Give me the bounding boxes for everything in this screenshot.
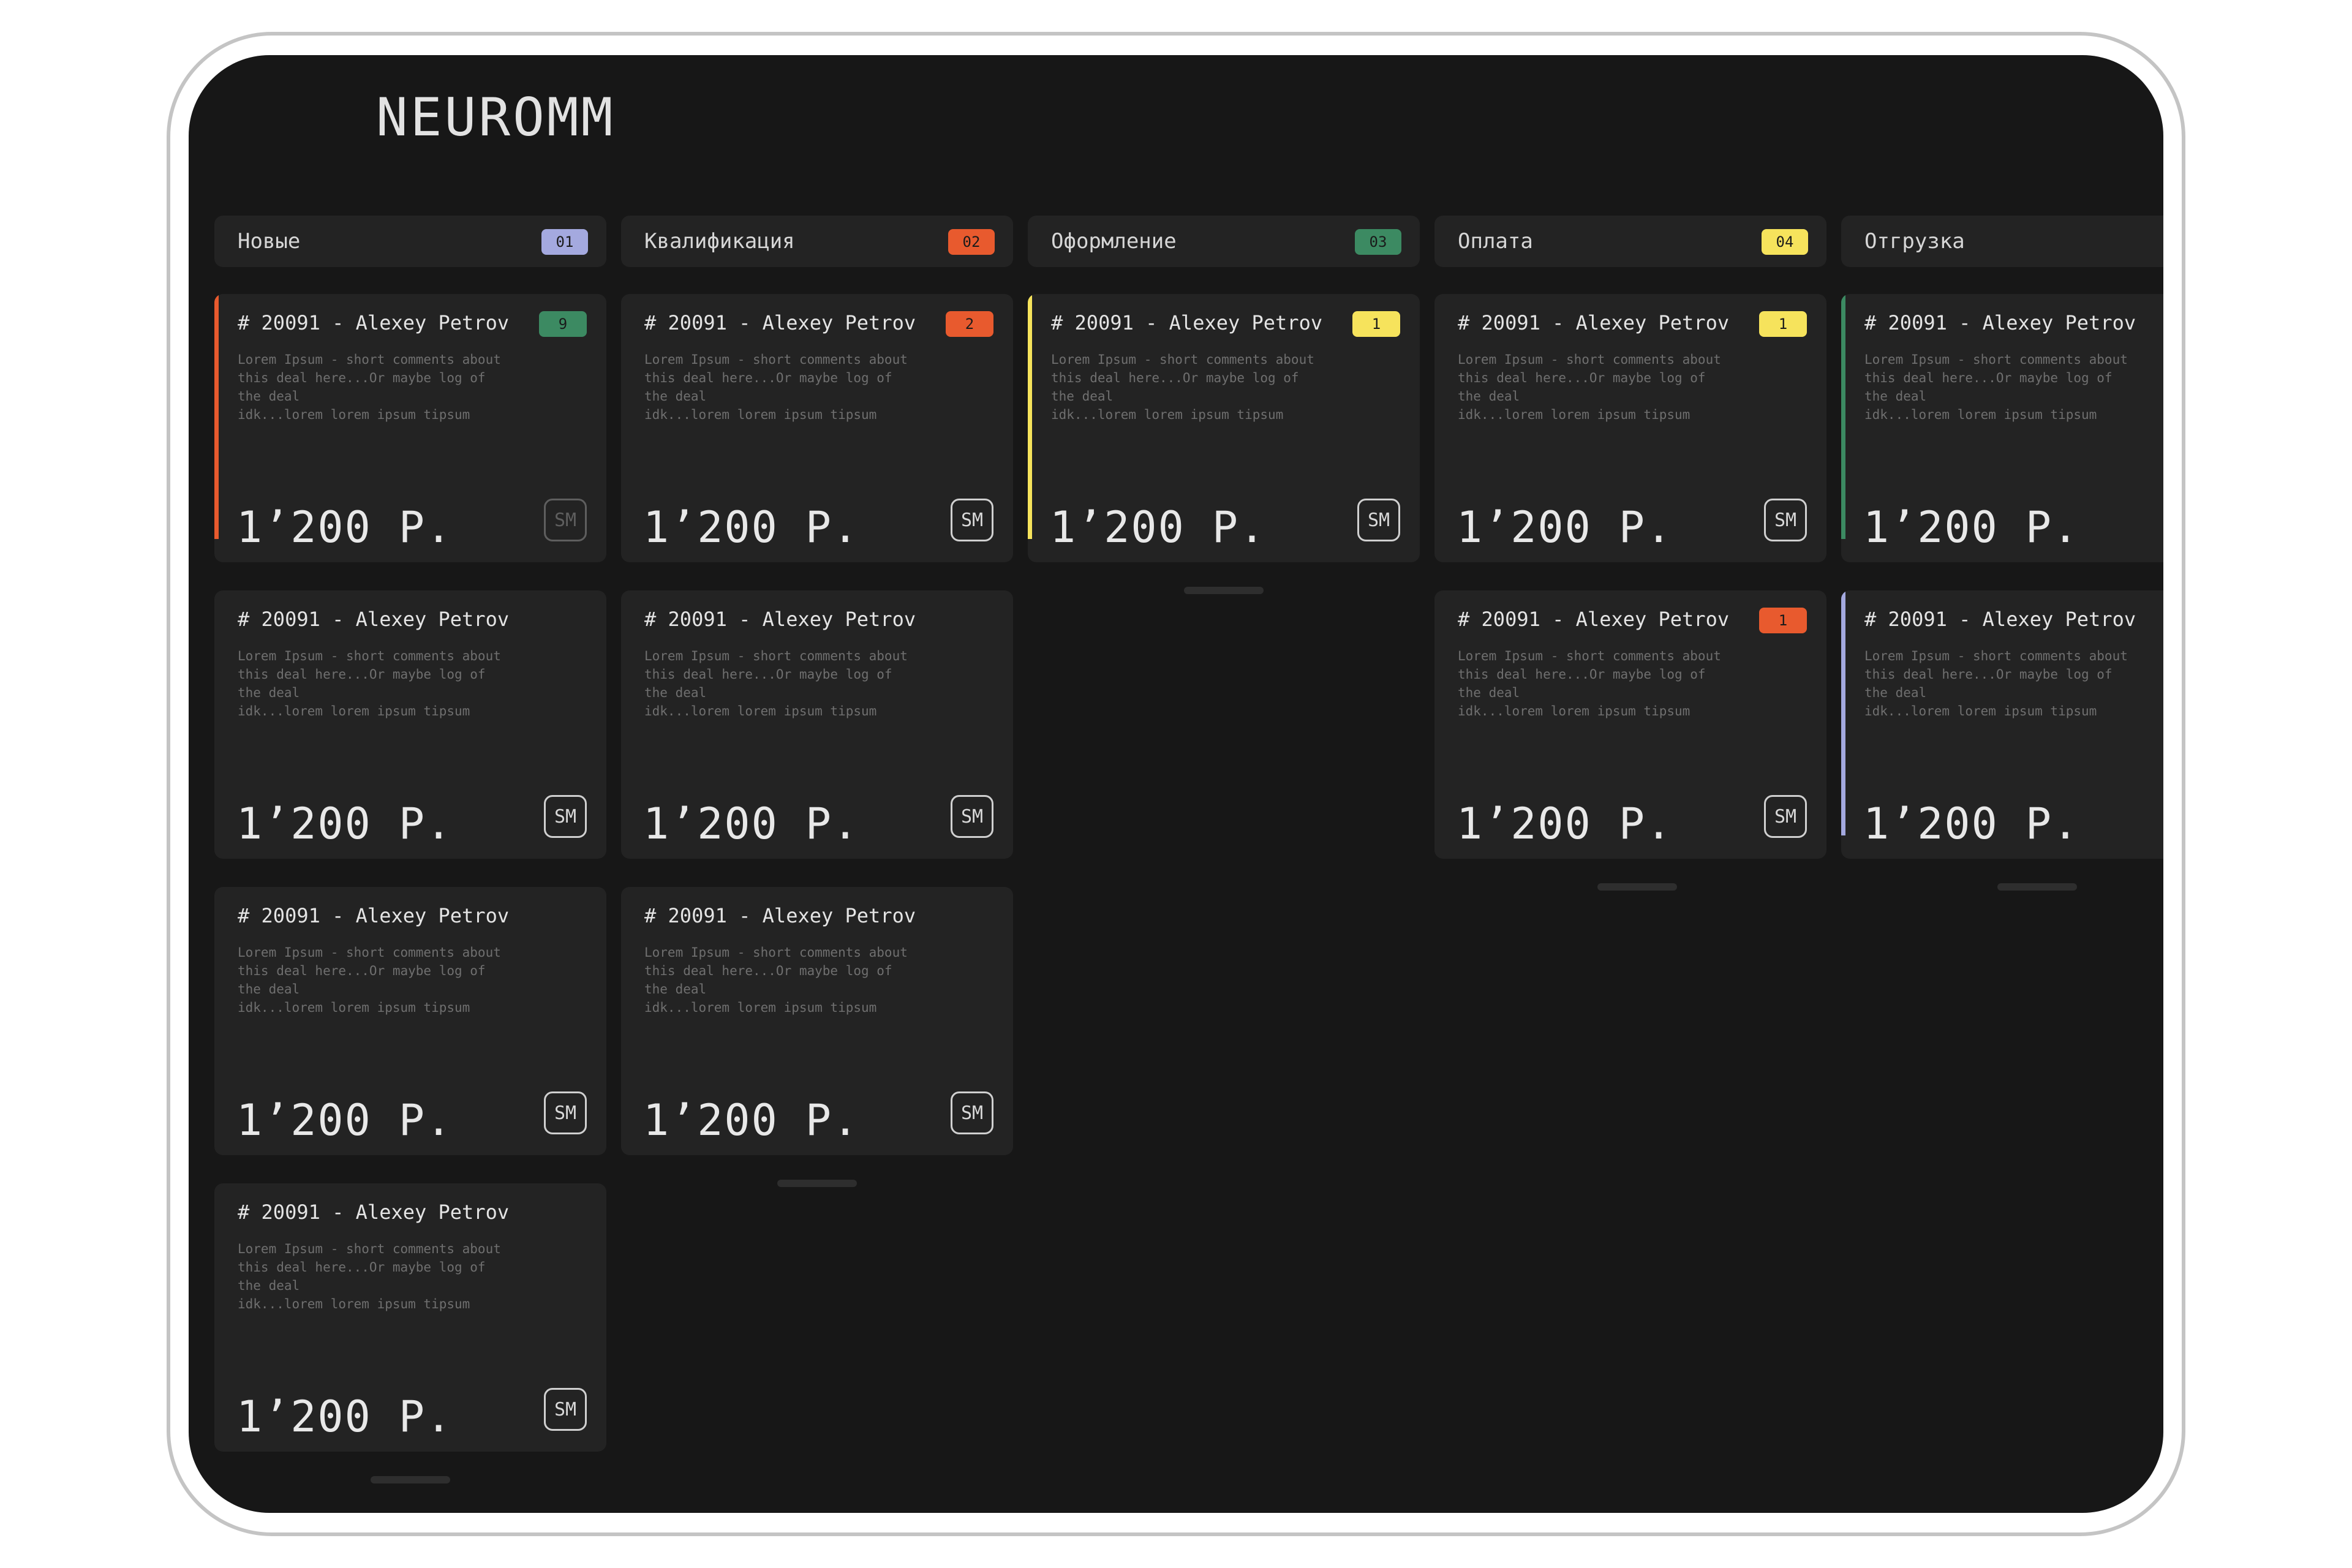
card-description: Lorem Ipsum - short comments about this … [238, 945, 501, 1015]
column-count-badge: 03 [1355, 229, 1401, 255]
card-price: 1’200 Р. [1863, 502, 2080, 552]
card-description: Lorem Ipsum - short comments about this … [1458, 649, 1721, 718]
assignee-avatar[interactable]: SM [951, 1091, 993, 1134]
deal-card[interactable]: # 20091 - Alexey Petrov Lorem Ipsum - sh… [1841, 590, 2163, 859]
card-title: # 20091 - Alexey Petrov [238, 311, 510, 334]
card-price: 1’200 Р. [1050, 502, 1267, 552]
card-title: # 20091 - Alexey Petrov [238, 1200, 510, 1224]
deal-card[interactable]: # 20091 - Alexey Petrov 1 Lorem Ipsum - … [1028, 294, 1420, 562]
app-logo: NEUROMM [376, 87, 616, 148]
deal-card[interactable]: # 20091 - Alexey Petrov Lorem Ipsum - sh… [214, 590, 606, 859]
column-scroll-handle[interactable] [777, 1180, 857, 1187]
column-header[interactable]: Оплата 04 [1434, 216, 1826, 267]
column-scroll-handle[interactable] [371, 1476, 450, 1483]
column-count-badge: 01 [541, 229, 588, 255]
column-title: Оплата [1458, 229, 1533, 254]
card-accent-bar [214, 294, 219, 539]
card-count-badge: 1 [1759, 311, 1807, 337]
card-title: # 20091 - Alexey Petrov [238, 608, 510, 631]
assignee-avatar[interactable]: SM [544, 1091, 587, 1134]
assignee-avatar[interactable]: SM [544, 499, 587, 541]
card-description: Lorem Ipsum - short comments about this … [1864, 352, 2128, 422]
column-scroll-handle[interactable] [1597, 883, 1677, 891]
app-screen: NEUROMM Новые 01 # 20091 - Alexey Petrov… [189, 55, 2163, 1513]
card-accent-bar [1028, 294, 1032, 539]
column-count-badge: 02 [948, 229, 995, 255]
card-title: # 20091 - Alexey Petrov [1864, 608, 2136, 631]
card-price: 1’200 Р. [236, 1392, 453, 1442]
deal-card[interactable]: # 20091 - Alexey Petrov 1 Lorem Ipsum - … [1434, 590, 1826, 859]
card-description: Lorem Ipsum - short comments about this … [1864, 649, 2128, 718]
column-header[interactable]: Новые 01 [214, 216, 606, 267]
card-description: Lorem Ipsum - short comments about this … [644, 352, 908, 422]
card-title: # 20091 - Alexey Petrov [1458, 311, 1730, 334]
column-title: Квалификация [644, 229, 795, 254]
card-price: 1’200 Р. [236, 1095, 453, 1145]
card-description: Lorem Ipsum - short comments about this … [1458, 352, 1721, 422]
kanban-board: Новые 01 # 20091 - Alexey Petrov 9 Lorem… [214, 216, 2163, 1513]
column-title: Отгрузка [1864, 229, 1965, 254]
card-price: 1’200 Р. [1457, 799, 1673, 849]
card-description: Lorem Ipsum - short comments about this … [644, 649, 908, 718]
card-accent-bar [1841, 590, 1845, 835]
card-price: 1’200 Р. [643, 799, 860, 849]
deal-card[interactable]: # 20091 - Alexey Petrov 9 Lorem Ipsum - … [214, 294, 606, 562]
column-scroll-handle[interactable] [1184, 587, 1264, 594]
assignee-avatar[interactable]: SM [544, 1388, 587, 1431]
column-header[interactable]: Оформление 03 [1028, 216, 1420, 267]
card-description: Lorem Ipsum - short comments about this … [644, 945, 908, 1015]
card-accent-bar [1841, 294, 1845, 539]
card-price: 1’200 Р. [1457, 502, 1673, 552]
card-title: # 20091 - Alexey Petrov [644, 608, 916, 631]
deal-card[interactable]: # 20091 - Alexey Petrov Lorem Ipsum - sh… [621, 590, 1013, 859]
assignee-avatar[interactable]: SM [1764, 795, 1807, 838]
card-title: # 20091 - Alexey Petrov [644, 904, 916, 927]
card-description: Lorem Ipsum - short comments about this … [238, 1242, 501, 1311]
card-count-badge: 1 [1352, 311, 1400, 337]
card-count-badge: 9 [539, 311, 587, 337]
assignee-avatar[interactable]: SM [951, 795, 993, 838]
card-title: # 20091 - Alexey Petrov [1458, 608, 1730, 631]
column-count-badge: 04 [1762, 229, 1808, 255]
card-title: # 20091 - Alexey Petrov [1864, 311, 2136, 334]
deal-card[interactable]: # 20091 - Alexey Petrov 2 Lorem Ipsum - … [621, 294, 1013, 562]
card-price: 1’200 Р. [643, 1095, 860, 1145]
card-price: 1’200 Р. [236, 799, 453, 849]
assignee-avatar[interactable]: SM [544, 795, 587, 838]
card-count-badge: 1 [1759, 608, 1807, 633]
card-price: 1’200 Р. [236, 502, 453, 552]
deal-card[interactable]: # 20091 - Alexey Petrov Lorem Ipsum - sh… [1841, 294, 2163, 562]
card-title: # 20091 - Alexey Petrov [238, 904, 510, 927]
deal-card[interactable]: # 20091 - Alexey Petrov Lorem Ipsum - sh… [214, 887, 606, 1155]
card-price: 1’200 Р. [1863, 799, 2080, 849]
deal-card[interactable]: # 20091 - Alexey Petrov Lorem Ipsum - sh… [621, 887, 1013, 1155]
deal-card[interactable]: # 20091 - Alexey Petrov Lorem Ipsum - sh… [214, 1183, 606, 1452]
assignee-avatar[interactable]: SM [951, 499, 993, 541]
card-price: 1’200 Р. [643, 502, 860, 552]
column-title: Оформление [1051, 229, 1177, 254]
column-header[interactable]: Квалификация 02 [621, 216, 1013, 267]
card-description: Lorem Ipsum - short comments about this … [238, 649, 501, 718]
card-title: # 20091 - Alexey Petrov [1051, 311, 1323, 334]
column-header[interactable]: Отгрузка [1841, 216, 2163, 267]
card-description: Lorem Ipsum - short comments about this … [238, 352, 501, 422]
column-title: Новые [238, 229, 301, 254]
deal-card[interactable]: # 20091 - Alexey Petrov 1 Lorem Ipsum - … [1434, 294, 1826, 562]
card-title: # 20091 - Alexey Petrov [644, 311, 916, 334]
column-scroll-handle[interactable] [1997, 883, 2077, 891]
assignee-avatar[interactable]: SM [1357, 499, 1400, 541]
card-description: Lorem Ipsum - short comments about this … [1051, 352, 1314, 422]
card-count-badge: 2 [946, 311, 993, 337]
assignee-avatar[interactable]: SM [1764, 499, 1807, 541]
